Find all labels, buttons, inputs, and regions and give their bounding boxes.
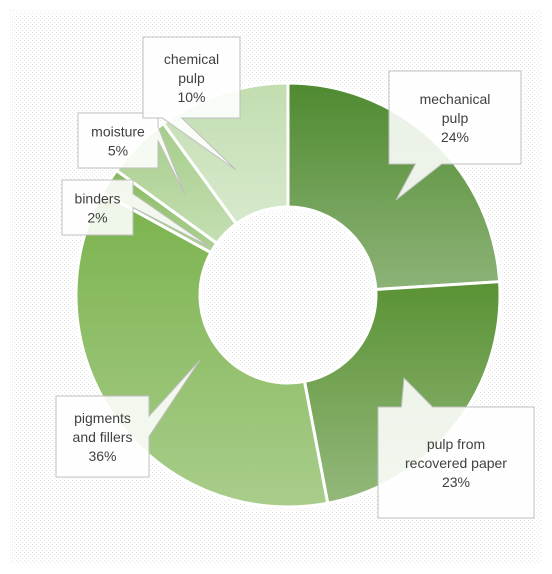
slice-label-1-line-2: pulp bbox=[442, 110, 469, 126]
slice-label-4-line-1: binders bbox=[75, 191, 121, 207]
slice-label-6-line-2: pulp bbox=[178, 70, 205, 86]
callout-box bbox=[55, 359, 201, 478]
callout-box bbox=[61, 179, 211, 248]
slice-value-label-3: 36% bbox=[88, 448, 116, 464]
slice-value-label-6: 10% bbox=[177, 89, 205, 105]
callouts-layer: mechanical pulp 24% pulp from recovered pape… bbox=[55, 36, 535, 519]
callout-box bbox=[377, 376, 535, 519]
callout-box bbox=[142, 36, 241, 171]
slice-value-label-1: 24% bbox=[441, 129, 469, 145]
slice-value-label-5: 5% bbox=[108, 143, 128, 159]
data-label-callout-3: pigments and fillers 36% bbox=[55, 359, 201, 478]
data-label-callout-5: moisture 5% bbox=[77, 112, 186, 196]
data-label-callout-2: pulp from recovered paper 23% bbox=[377, 376, 535, 519]
slice-label-5-line-1: moisture bbox=[91, 124, 145, 140]
data-label-callout-1: mechanical pulp 24% bbox=[388, 70, 522, 201]
slice-label-2-line-1: pulp from bbox=[427, 436, 485, 452]
slice-value-label-4: 2% bbox=[87, 210, 107, 226]
slice-label-6-line-1: chemical bbox=[164, 51, 219, 67]
slice-label-1-line-1: mechanical bbox=[420, 91, 491, 107]
slice-label-2-line-2: recovered paper bbox=[405, 455, 507, 471]
data-label-callout-4: binders 2% bbox=[61, 179, 211, 248]
data-label-callout-6: chemical pulp 10% bbox=[142, 36, 241, 171]
callout-box bbox=[388, 70, 522, 201]
slice-label-3-line-2: and fillers bbox=[73, 429, 133, 445]
slice-value-label-2: 23% bbox=[442, 474, 470, 490]
pie-slice-1 bbox=[286, 81, 502, 292]
slice-label-3-line-1: pigments bbox=[74, 410, 131, 426]
